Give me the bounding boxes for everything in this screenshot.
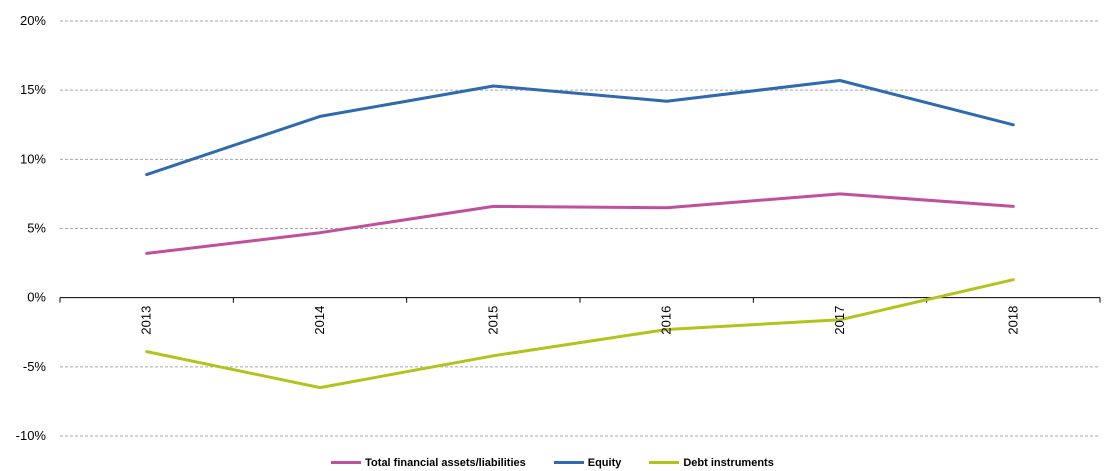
legend-label-equity: Equity: [587, 456, 622, 469]
x-tick-label: 2014: [312, 306, 327, 335]
series-line-debt-instruments: [145, 278, 1015, 390]
y-tick-label: 10%: [20, 151, 46, 166]
y-tick-label: 20%: [20, 13, 46, 28]
axes: [59, 297, 1101, 303]
x-tick-label: 2015: [485, 306, 500, 335]
y-tick-label: -10%: [16, 428, 47, 443]
gridlines: [60, 20, 1100, 437]
y-tick-label: 15%: [20, 82, 46, 97]
legend-item-total: Total financial assets/liabilities: [331, 457, 526, 469]
x-tick-label: 2013: [139, 306, 154, 335]
legend-swatch-equity: [553, 461, 584, 464]
legend-label-total: Total financial assets/liabilities: [365, 456, 526, 469]
line-chart: -10%-5%0%5%10%15%20% 2013 2014 2015 2016 201…: [16, 13, 1101, 443]
x-tick-labels: 2013 2014 2015 2016 2017 2018: [139, 306, 1021, 335]
legend: Total financial assets/liabilities Equit…: [0, 454, 1105, 471]
x-tick-label: 2016: [659, 306, 674, 335]
x-tick-label: 2018: [1005, 306, 1020, 335]
series-line-equity: [145, 79, 1015, 177]
y-tick-label: 0%: [27, 290, 46, 305]
legend-item-debt: Debt instruments: [649, 456, 774, 469]
legend-item-equity: Equity: [553, 456, 622, 469]
x-tick-label: 2017: [832, 306, 847, 335]
legend-label-debt: Debt instruments: [683, 456, 774, 469]
y-tick-label: -5%: [23, 359, 47, 374]
y-tick-label: 5%: [27, 221, 46, 236]
y-tick-labels: -10% -5% 0% 5% 10% 15% 20%: [16, 13, 47, 443]
series-lines: [145, 79, 1015, 390]
legend-swatch-debt: [649, 461, 680, 464]
legend-swatch-total: [331, 461, 362, 464]
series-line-total-financial-assets-liabilities: [145, 192, 1015, 255]
